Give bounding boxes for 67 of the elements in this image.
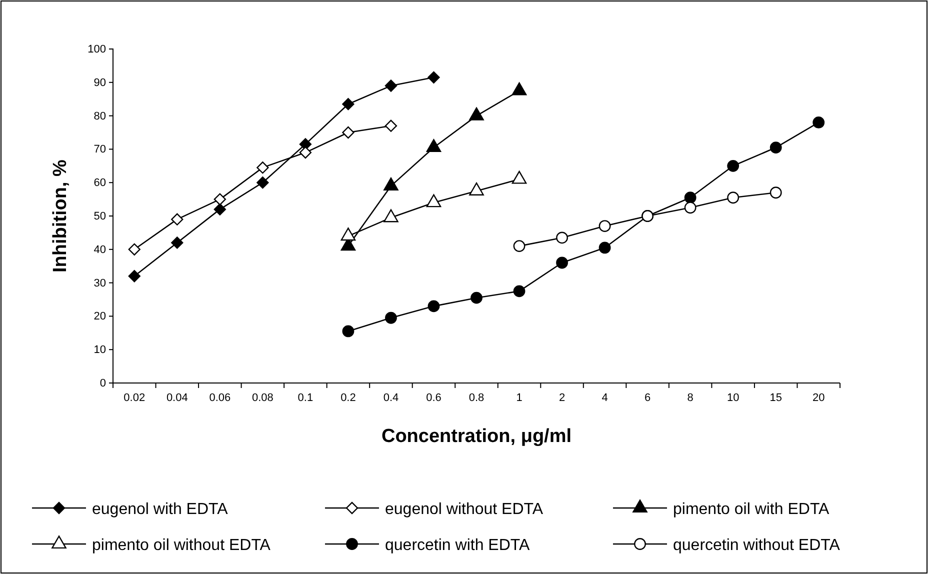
point	[556, 232, 568, 244]
point	[385, 312, 397, 324]
point	[342, 325, 354, 338]
y-axis-title: Inhibition, %	[50, 159, 71, 272]
point	[256, 176, 269, 189]
point	[727, 192, 740, 204]
legend-label: eugenol with EDTA	[92, 501, 228, 518]
y-tick-label: 90	[94, 76, 106, 89]
point	[342, 98, 354, 110]
point	[513, 240, 526, 252]
point	[128, 270, 140, 282]
point	[770, 186, 782, 199]
point	[598, 242, 611, 254]
y-tick-label: 0	[100, 378, 106, 390]
point	[727, 160, 740, 172]
x-tick-label: 0.8	[468, 392, 484, 404]
legend-label: quercetin with EDTA	[385, 537, 530, 554]
x-tick-label: 10	[726, 392, 740, 404]
y-tick-label: 100	[88, 44, 106, 56]
point	[384, 80, 398, 92]
x-tick-label: 0.04	[166, 392, 188, 404]
x-tick-label: 6	[644, 392, 651, 404]
point	[470, 292, 482, 304]
point	[214, 193, 226, 206]
x-tick-label: 1	[516, 392, 522, 404]
x-tick-label: 0.4	[383, 392, 399, 404]
y-tick-label: 20	[94, 310, 106, 323]
point	[171, 213, 184, 226]
x-tick-label: 0.02	[124, 392, 146, 404]
point	[128, 243, 140, 256]
point	[214, 203, 226, 216]
y-tick-label: 10	[94, 344, 106, 356]
x-tick-label: 8	[687, 392, 694, 404]
point	[384, 120, 398, 132]
point	[428, 71, 440, 84]
x-axis-title: Concentration, μg/ml	[381, 426, 572, 447]
x-tick-label: 0.6	[426, 392, 442, 404]
legend-label: pimento oil without EDTA	[92, 537, 271, 554]
y-tick-label: 70	[94, 144, 106, 156]
x-tick-label: 15	[770, 392, 782, 404]
x-tick-label: 4	[602, 392, 608, 404]
x-tick-label: 20	[812, 392, 825, 404]
point	[171, 236, 184, 249]
y-tick-label: 80	[94, 110, 106, 122]
x-tick-label: 0.08	[252, 392, 274, 404]
point	[684, 202, 696, 214]
x-tick-label: 0.2	[340, 392, 356, 404]
y-tick-label: 30	[94, 277, 106, 290]
legend-label: pimento oil with EDTA	[673, 501, 830, 518]
point	[770, 142, 782, 154]
legend-label: quercetin without EDTA	[673, 537, 840, 554]
x-tick-label: 2	[558, 392, 566, 404]
x-tick-label: 0.1	[298, 392, 314, 404]
point	[812, 116, 825, 128]
y-tick-label: 50	[94, 210, 106, 223]
point	[556, 256, 568, 269]
point	[342, 126, 354, 139]
point	[299, 146, 312, 159]
point	[256, 161, 269, 174]
point	[598, 220, 611, 232]
legend-label: eugenol without EDTA	[385, 501, 544, 518]
point	[428, 300, 440, 312]
y-tick-label: 60	[94, 177, 106, 190]
point	[513, 285, 526, 298]
x-tick-label: 0.06	[209, 392, 231, 404]
point	[684, 192, 696, 204]
y-tick-label: 40	[94, 244, 106, 256]
